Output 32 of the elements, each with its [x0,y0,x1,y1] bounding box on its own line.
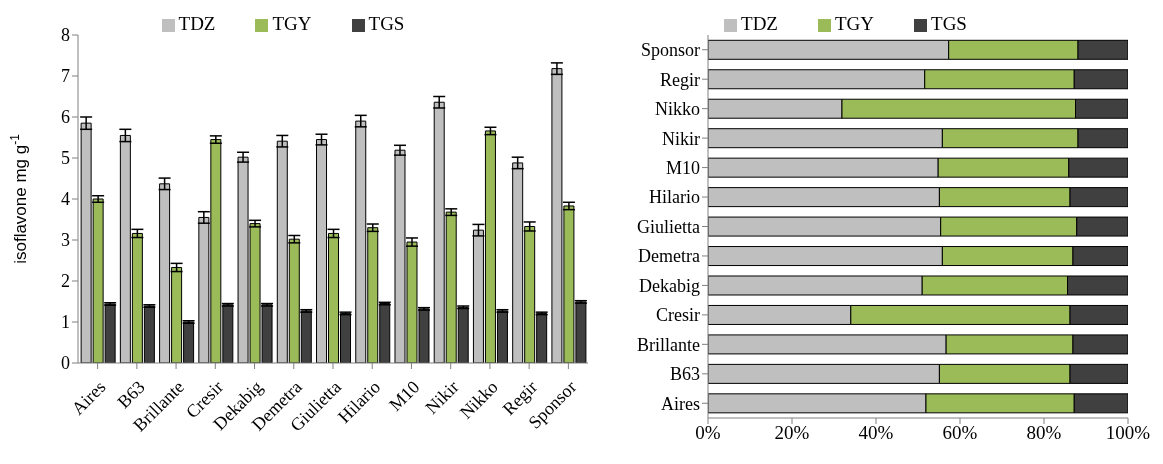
x-tick-label: 60% [942,422,978,444]
y-tick-label: 2 [61,271,70,292]
legend-label: TDZ [178,13,216,34]
legend-label: TDZ [741,13,778,34]
y-tick-label: Hilario [649,187,700,208]
y-tick-label: Regir [660,69,700,90]
y-tick-label: Cresir [656,305,700,326]
y-tick-label: 8 [61,25,70,46]
y-tick-label: M10 [665,157,700,178]
y-tick-label: Dekabig [639,275,700,296]
legend-label: TGY [272,13,312,34]
legend-label: TGS [931,13,967,34]
legend-label: TGS [368,13,405,34]
y-tick-label: 3 [61,230,70,251]
y-tick-label: Demetra [638,246,700,267]
y-tick-label: 1 [61,312,70,333]
x-tick-label: 20% [774,422,810,444]
y-tick-label: 6 [61,107,70,128]
legend-label: TGY [834,13,875,34]
y-tick-label: 0 [61,353,70,374]
y-tick-label: 7 [61,66,70,87]
y-tick-label: Giulietta [637,216,701,237]
y-tick-label: 5 [61,148,70,169]
x-tick-label: 80% [1026,422,1062,444]
y-tick-label: Sponsor [640,40,700,61]
x-tick-label: 100% [1105,422,1151,444]
y-tick-label: 4 [61,189,70,210]
y-tick-label: Brillante [637,334,701,355]
x-tick-label: 0% [695,422,721,444]
x-tick-label: 40% [858,422,894,444]
y-tick-label: Nikko [655,99,700,120]
y-tick-label: Nikir [662,128,700,149]
